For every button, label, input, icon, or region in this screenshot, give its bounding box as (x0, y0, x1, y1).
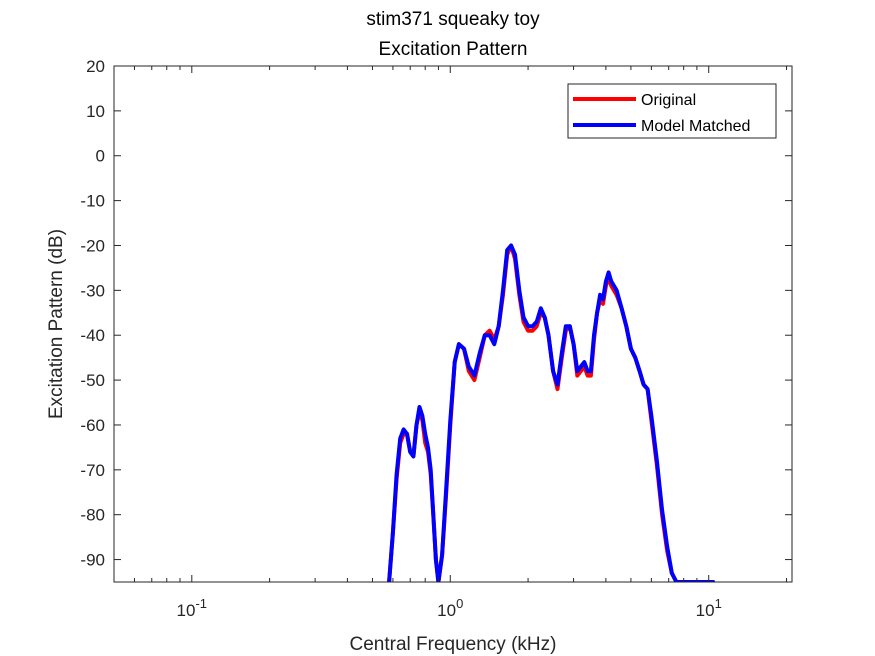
y-tick-label: 10 (86, 102, 105, 121)
ticks-layer (113, 65, 792, 582)
y-tick-label: 0 (96, 147, 105, 166)
legend-box (567, 83, 777, 139)
plot-area (114, 66, 792, 582)
y-tick-label: 20 (86, 57, 105, 76)
y-tick-label: -20 (80, 236, 105, 255)
legend-label-model-matched: Model Matched (641, 118, 750, 135)
y-tick-label: -50 (80, 371, 105, 390)
legend: Original Model Matched (567, 83, 777, 139)
y-tick-label: -10 (80, 192, 105, 211)
x-tick-label: 10-1 (177, 596, 207, 620)
x-axis-label: Central Frequency (kHz) (350, 634, 557, 655)
y-axis-label: Excitation Pattern (dB) (46, 229, 67, 419)
y-tick-label: -40 (80, 326, 105, 345)
y-tick-label: -70 (80, 461, 105, 480)
y-tick-label: -60 (80, 416, 105, 435)
y-tick-label: -30 (80, 281, 105, 300)
x-tick-label: 100 (437, 596, 463, 620)
y-tick-label: -90 (80, 551, 105, 570)
x-tick-label: 101 (696, 596, 722, 620)
legend-label-original: Original (641, 92, 696, 109)
series-layer (387, 243, 716, 582)
chart-subtitle: Excitation Pattern (379, 39, 528, 60)
y-tick-label: -80 (80, 506, 105, 525)
axes-box (113, 65, 793, 583)
series-line-model-matched (387, 243, 716, 582)
chart-title: stim371 squeaky toy (366, 9, 540, 30)
